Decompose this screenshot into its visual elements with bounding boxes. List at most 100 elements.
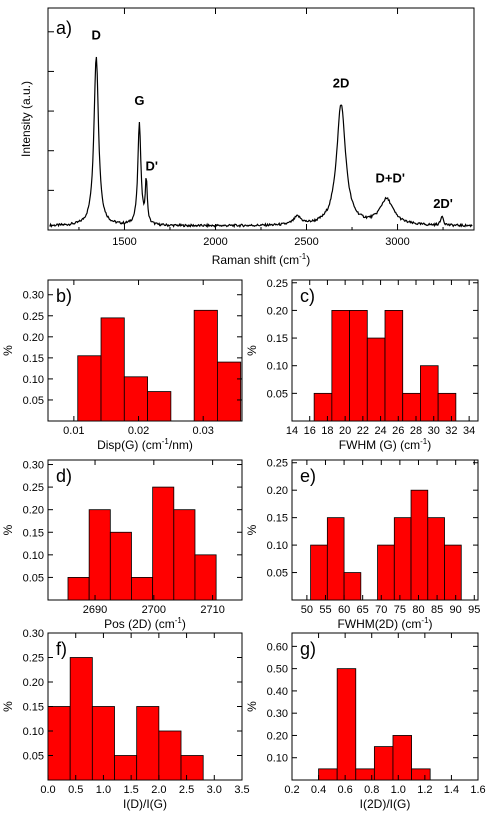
y-tick-label: 0.30 — [23, 628, 44, 640]
x-axis-title-tail: ) — [427, 438, 431, 452]
x-tick-label: 60 — [338, 604, 350, 616]
y-tick-label: 0.20 — [267, 305, 288, 317]
y-tick-label: 0.10 — [267, 361, 288, 373]
y-tick-label: 0.05 — [23, 395, 44, 407]
x-tick-label: 3.5 — [234, 784, 249, 796]
histogram-bar — [114, 755, 138, 781]
x-tick-label: 55 — [319, 604, 331, 616]
panel-label: b) — [56, 286, 72, 306]
x-tick-label: 75 — [394, 604, 406, 616]
plot-frame — [47, 7, 475, 231]
y-tick-label: 0.15 — [23, 702, 44, 714]
panel-label: e) — [300, 466, 316, 486]
x-tick-label: 0.8 — [364, 784, 379, 796]
peak-label: D — [92, 28, 101, 43]
histogram-bar — [427, 517, 445, 601]
histogram-bar — [77, 355, 102, 422]
panel-d: d) 2690 2700 2710 0.05 0.10 0.15 0.20 0.25 0.30% P… — [1, 459, 243, 631]
histogram-bar — [444, 544, 462, 601]
x-tick-label: 0.2 — [284, 784, 299, 796]
panel-label: g) — [300, 639, 316, 659]
y-tick-label: 0.10 — [267, 753, 288, 765]
y-tick-label: 0.25 — [267, 278, 288, 290]
x-tick-label: 34 — [463, 425, 475, 437]
x-tick-label: 22 — [357, 425, 369, 437]
x-axis-title-sup: -1 — [421, 616, 429, 625]
x-tick-label: 0.0 — [40, 784, 55, 796]
x-tick-label: 90 — [450, 604, 462, 616]
panel-a: a) 1500 2000 2500 3000 D G D' 2D D+D' 2D' Intensity… — [19, 7, 475, 267]
x-tick-label: 0.01 — [63, 425, 84, 437]
y-tick-label: 0.10 — [23, 726, 44, 738]
y-tick-label: 0.05 — [267, 388, 288, 400]
x-axis-title-tail: ) — [429, 617, 433, 631]
x-tick-label: 32 — [445, 425, 457, 437]
x-tick-label: 2.5 — [179, 784, 194, 796]
histogram-bar — [173, 509, 196, 601]
histogram-bar — [377, 544, 395, 601]
x-axis-title-main: I(D)/I(G) — [123, 797, 167, 811]
y-tick-label: 0.20 — [23, 332, 44, 344]
x-axis-title-tail: /nm) — [169, 438, 193, 452]
x-axis-title: Disp(G) (cm-1/nm) — [97, 437, 193, 452]
histogram-bar — [318, 768, 338, 781]
x-tick-label: 0.4 — [311, 784, 326, 796]
panel-label: d) — [56, 466, 72, 486]
y-tick-label: 0.10 — [23, 550, 44, 562]
histogram-bar — [402, 392, 421, 422]
histogram-bar — [109, 531, 132, 601]
peak-label: D+D' — [376, 170, 405, 185]
x-tick-label: 1.0 — [391, 784, 406, 796]
histogram-bar — [420, 365, 439, 422]
x-axis-title-tail: ) — [182, 617, 186, 631]
histogram-bar — [349, 310, 368, 422]
histogram-bar — [437, 392, 457, 422]
y-tick-label: 0.60 — [267, 641, 288, 653]
y-tick-label: 0.10 — [23, 374, 44, 386]
y-tick-label: 0.25 — [23, 482, 44, 494]
y-tick-label: 0.20 — [23, 505, 44, 517]
y-tick-label: 0.05 — [23, 751, 44, 763]
x-axis-title-main: I(2D)/I(G) — [360, 797, 411, 811]
histogram-bar — [410, 489, 429, 601]
y-axis-title: % — [245, 701, 259, 712]
y-axis-title: % — [1, 524, 15, 535]
x-tick-label: 70 — [375, 604, 387, 616]
y-tick-label: 0.05 — [23, 572, 44, 584]
x-tick-label: 26 — [392, 425, 404, 437]
panel-label: a) — [56, 18, 72, 38]
x-axis-title: I(2D)/I(G) — [360, 797, 411, 811]
panel-c: c) 14 16 18 20 22 24 26 28 30 32 34 0.05 0.10 0.15 0.20… — [245, 278, 479, 452]
raman-spectrum-line — [49, 56, 473, 229]
x-tick-label: 0.03 — [192, 425, 213, 437]
y-tick-label: 0.30 — [23, 290, 44, 302]
x-tick-label: 3000 — [385, 236, 409, 248]
histogram-bar — [217, 361, 242, 422]
y-tick-label: 0.40 — [267, 686, 288, 698]
x-tick-label: 2500 — [294, 236, 318, 248]
x-axis-title: Raman shift (cm-1) — [212, 252, 310, 267]
panel-e: e) 50 55 60 65 70 75 80 85 90 95 0.05 0.10 0.15 0.20 0.… — [245, 458, 480, 631]
y-tick-label: 0.20 — [267, 485, 288, 497]
histogram-bar — [123, 376, 148, 422]
x-axis-title-main: Raman shift (cm — [212, 253, 299, 267]
x-tick-label: 2.0 — [151, 784, 166, 796]
x-tick-label: 1.4 — [444, 784, 459, 796]
y-tick-label: 0.50 — [267, 664, 288, 676]
histogram-bar — [193, 309, 218, 422]
x-tick-label: 28 — [410, 425, 422, 437]
peak-label: D' — [146, 159, 158, 174]
histogram-bar — [136, 706, 160, 781]
y-tick-label: 0.20 — [267, 730, 288, 742]
x-axis-title-tail: ) — [306, 253, 310, 267]
x-axis-title-main: Disp(G) (cm — [97, 438, 162, 452]
y-axis-title: % — [245, 345, 259, 356]
x-axis-title: FWHM (G) (cm-1) — [339, 437, 431, 452]
histogram-bar — [310, 544, 328, 601]
y-tick-label: 0.05 — [267, 568, 288, 580]
panel-b: b) 0.01 0.02 0.03 0.05 0.10 0.15 0.20 0.25 0.30% D… — [1, 279, 243, 452]
x-tick-label: 0.02 — [128, 425, 149, 437]
histogram-bar — [180, 755, 204, 781]
y-tick-label: 0.15 — [23, 527, 44, 539]
histogram-bar — [326, 517, 345, 601]
